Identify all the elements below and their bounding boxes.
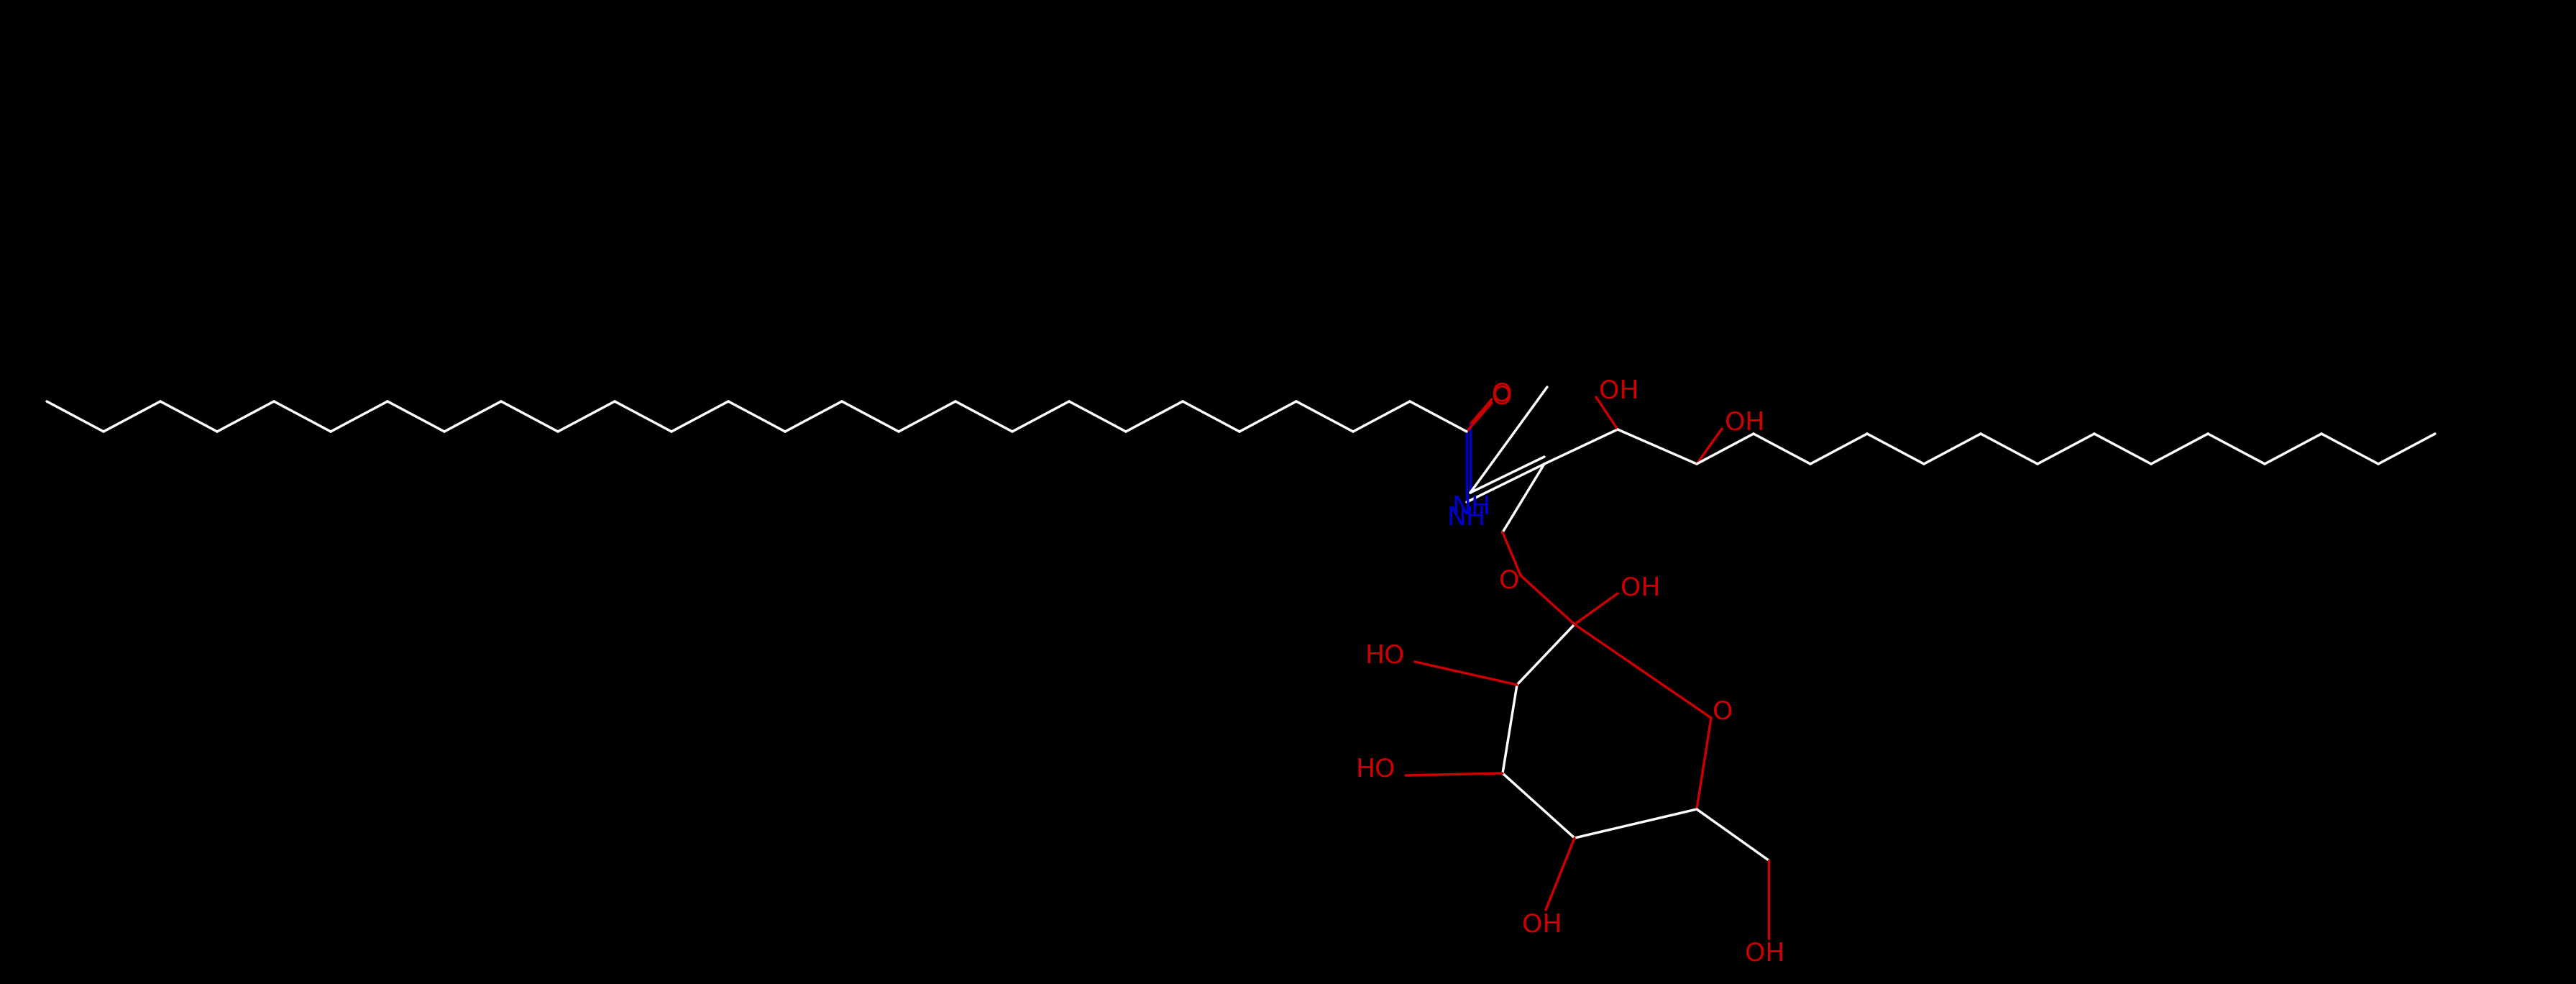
Text: HO: HO <box>1365 644 1404 668</box>
Text: O: O <box>1492 381 1512 405</box>
Text: OH: OH <box>1726 410 1765 435</box>
Text: O: O <box>1713 700 1734 724</box>
Text: NH: NH <box>1453 495 1492 520</box>
Text: OH: OH <box>1600 379 1638 403</box>
Text: HO: HO <box>1355 758 1396 782</box>
Text: OH: OH <box>1620 576 1662 600</box>
Text: NH: NH <box>1448 506 1486 530</box>
Text: OH: OH <box>1522 912 1561 937</box>
Text: O: O <box>1499 569 1520 593</box>
Text: OH: OH <box>1744 941 1785 965</box>
Text: O: O <box>1492 385 1512 409</box>
